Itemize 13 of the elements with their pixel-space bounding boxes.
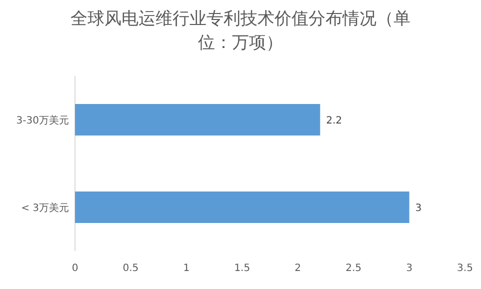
chart-title: 全球风电运维行业专利技术价值分布情况（单位：万项）	[70, 9, 410, 53]
x-tick-label: 2	[294, 263, 302, 274]
x-tick-label: 3	[406, 263, 412, 274]
data-label: 3	[415, 202, 422, 214]
x-tick-label: 2.5	[346, 263, 362, 274]
x-tick-label: 1.5	[234, 263, 250, 274]
x-tick-label: 3.5	[457, 263, 473, 274]
y-tick-label: < 3万美元	[21, 202, 69, 214]
x-tick-label: 1	[183, 263, 190, 274]
x-tick-label: 0	[72, 263, 78, 274]
data-label: 2.2	[326, 115, 342, 126]
x-tick-label: 0.5	[122, 263, 139, 274]
y-tick-label: 3-30万美元	[16, 114, 69, 126]
